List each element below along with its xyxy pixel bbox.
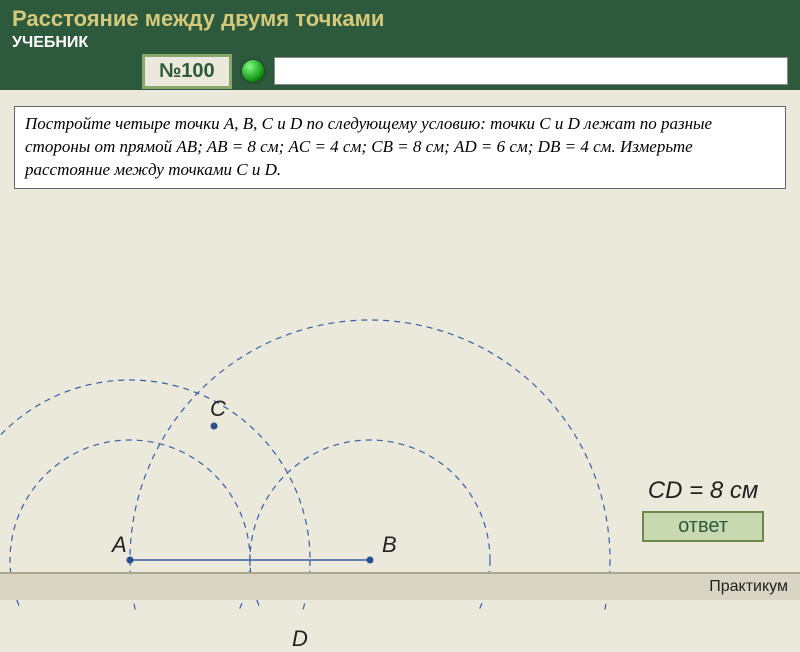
point-label-a: A [112,532,127,558]
textbook-label: УЧЕБНИК [12,36,106,50]
footer-label: Практикум [709,578,788,595]
command-input[interactable] [274,57,788,85]
point-label-d: D [292,626,308,652]
problem-number-badge: №100 [142,54,232,89]
toolbar: №100 [0,52,800,90]
content-area: Постройте четыре точки A, B, C и D по сл… [0,90,800,600]
status-indicator-icon [242,60,264,82]
page-title: Расстояние между двумя точками [12,6,384,31]
page-header: Расстояние между двумя точками [0,0,800,52]
point-label-c: C [210,396,226,422]
footer: Практикум [0,572,800,600]
answer-area: CD = 8 см ответ [642,477,764,542]
problem-statement: Постройте четыре точки A, B, C и D по сл… [14,106,786,189]
point-label-b: B [382,532,397,558]
answer-text: CD = 8 см [642,477,764,505]
answer-button[interactable]: ответ [642,511,764,542]
